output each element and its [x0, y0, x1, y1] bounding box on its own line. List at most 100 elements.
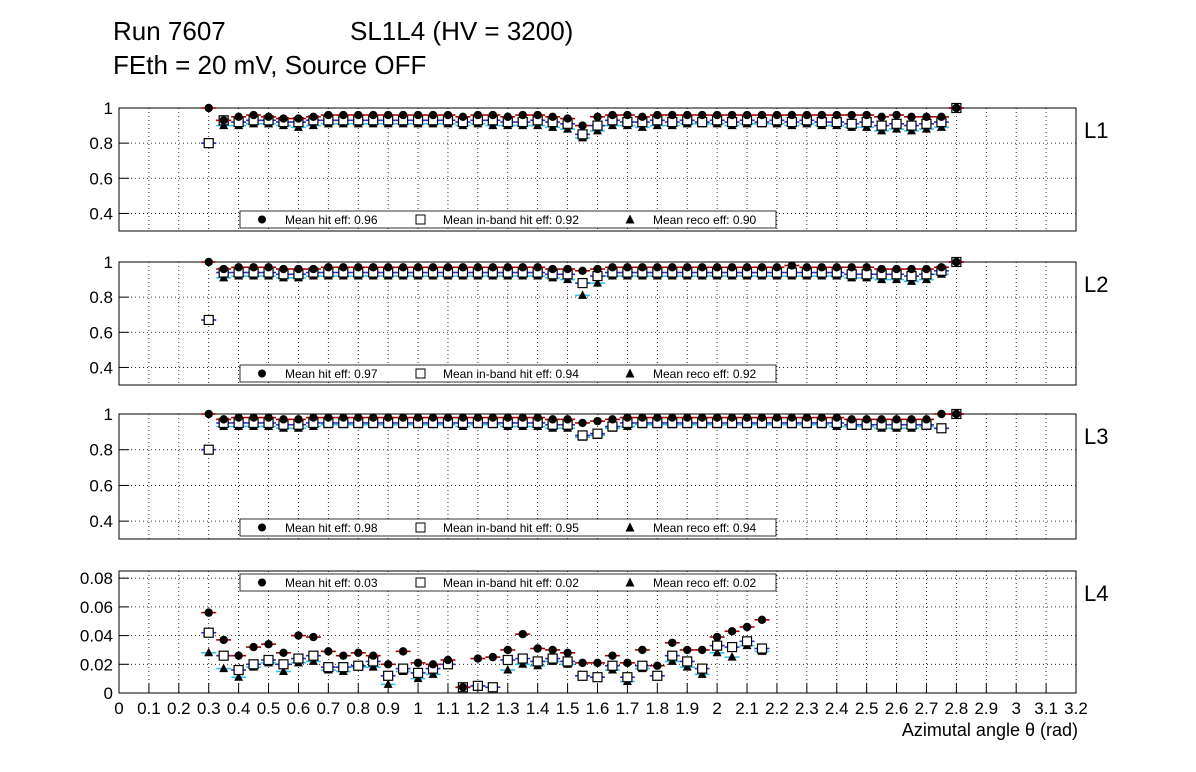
point-inband [233, 664, 244, 676]
panel-l3: 0.4 0.6 0.8 1 L3 Mean hit eff: 0.98 Mean in-ba… [89, 405, 1108, 540]
point-hit [862, 110, 871, 120]
point-hit [264, 413, 273, 422]
x-tick-label: 1.2 [466, 699, 490, 718]
point-hit [533, 644, 542, 653]
point-hit [369, 413, 378, 422]
point-hit [683, 645, 692, 655]
x-tick-label: 0.5 [257, 699, 281, 718]
point-hit [578, 121, 587, 130]
point-hit [533, 263, 542, 272]
point-inband [547, 653, 558, 664]
point-hit [413, 263, 423, 272]
point-hit [668, 263, 677, 272]
point-hit [219, 264, 228, 274]
point-inband [906, 120, 917, 131]
point-inband [203, 138, 214, 149]
point-hit [757, 263, 767, 272]
x-tick-label: 3.1 [1034, 699, 1058, 718]
y-tick-label: 0.8 [89, 288, 113, 307]
x-tick-label: 1.9 [675, 699, 699, 718]
legend-inband-marker [415, 214, 426, 225]
legend-reco-label: Mean reco eff: 0.02 [653, 576, 757, 590]
point-hit [458, 683, 468, 692]
point-inband [203, 314, 214, 326]
point-inband [682, 656, 693, 667]
point-hit [697, 413, 707, 422]
point-hit [234, 413, 243, 422]
point-hit [369, 110, 378, 120]
point-inband [502, 654, 513, 666]
point-inband [412, 667, 424, 679]
point-hit [623, 110, 632, 120]
x-tick-label: 2.7 [915, 699, 939, 718]
legend-hit-marker [258, 523, 266, 532]
point-reco [234, 672, 244, 681]
point-inband [308, 650, 319, 661]
point-hit [563, 415, 572, 424]
point-hit [877, 415, 886, 424]
point-hit [847, 110, 856, 120]
point-hit [817, 413, 826, 422]
panel-frame [118, 413, 1077, 540]
point-hit [473, 413, 483, 422]
legend-reco-marker [625, 214, 635, 224]
point-hit [383, 263, 393, 272]
legend-reco-label: Mean reco eff: 0.90 [653, 213, 757, 227]
point-hit [638, 112, 647, 121]
point-hit [219, 635, 228, 645]
point-inband [667, 650, 678, 661]
point-hit [518, 263, 527, 272]
point-hit [443, 413, 453, 422]
point-hit [638, 413, 647, 422]
y-tick-label: 1 [104, 405, 113, 424]
legend-reco-marker [625, 577, 635, 587]
point-hit [937, 409, 946, 419]
point-hit [488, 263, 498, 272]
panel-label: L4 [1084, 581, 1108, 606]
point-hit [892, 415, 901, 424]
x-tick-label: 2.2 [765, 699, 789, 718]
point-hit [234, 651, 243, 660]
point-hit [697, 263, 707, 272]
point-hit [548, 645, 557, 655]
point-hit [458, 413, 468, 422]
point-inband [592, 428, 603, 439]
point-hit [309, 413, 318, 422]
point-hit [249, 413, 258, 422]
point-hit [802, 110, 812, 120]
point-hit [458, 263, 468, 272]
y-tick-label: 0.06 [80, 598, 113, 617]
point-hit [428, 110, 438, 120]
point-hit [578, 266, 587, 275]
point-hit [593, 416, 602, 426]
point-hit [488, 652, 498, 662]
point-inband [532, 656, 543, 667]
point-hit [892, 264, 901, 274]
legend-box [239, 210, 777, 229]
legend-l2: Mean hit eff: 0.97 Mean in-band hit eff: … [239, 364, 777, 383]
x-tick-label: 0.4 [227, 699, 251, 718]
point-hit [653, 661, 662, 670]
point-hit [279, 648, 288, 658]
point-hit [383, 413, 393, 422]
point-hit [354, 413, 363, 422]
point-hit [892, 110, 901, 120]
x-tick-label: 2.8 [945, 699, 969, 718]
point-hit [623, 658, 632, 668]
legend-reco-marker [625, 522, 635, 532]
point-inband [577, 430, 588, 441]
point-hit [608, 263, 617, 272]
y-tick-label: 0.6 [89, 476, 113, 495]
x-tick-label: 1.5 [556, 699, 580, 718]
point-hit [593, 264, 602, 274]
point-hit [638, 645, 647, 655]
point-hit [802, 413, 812, 422]
point-hit [937, 112, 946, 121]
y-tick-label: 0 [104, 684, 113, 703]
point-hit [757, 413, 767, 422]
point-hit [922, 264, 931, 274]
x-tick-label: 2 [712, 699, 721, 718]
point-reco [593, 278, 602, 287]
run-title: Run 7607 [113, 16, 226, 46]
